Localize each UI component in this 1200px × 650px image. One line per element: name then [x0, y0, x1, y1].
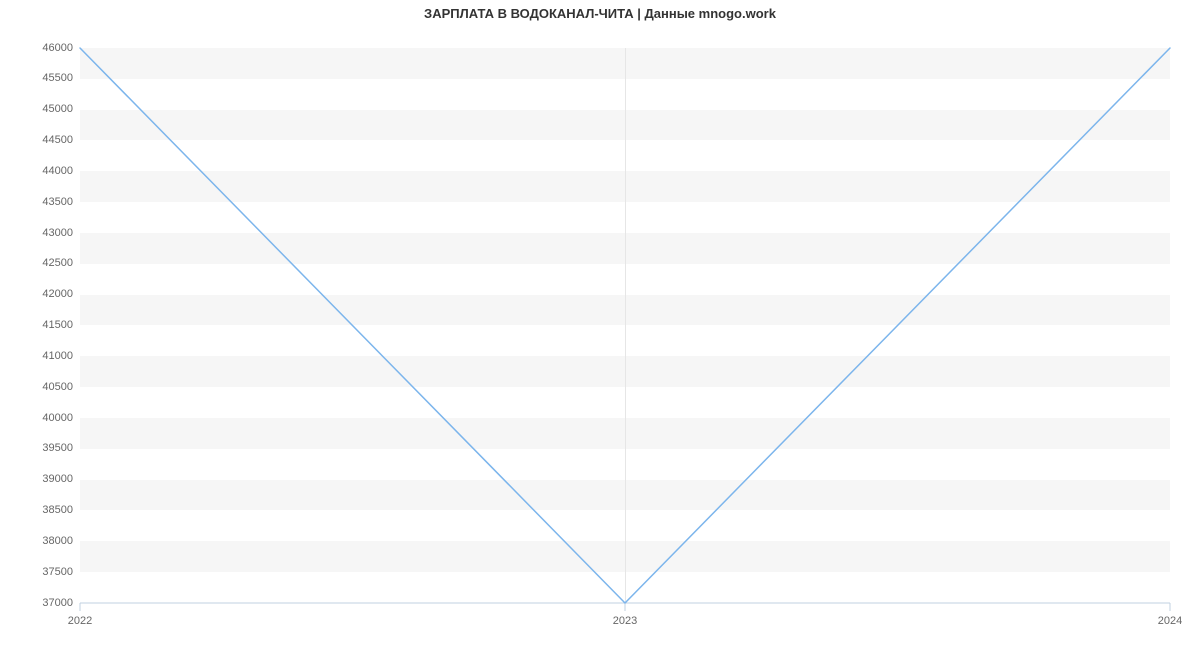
y-tick-label: 41500: [25, 319, 73, 331]
y-tick-label: 41000: [25, 350, 73, 362]
chart-container: ЗАРПЛАТА В ВОДОКАНАЛ-ЧИТА | Данные mnogo…: [0, 0, 1200, 650]
y-tick-label: 45000: [25, 103, 73, 115]
y-tick-label: 43500: [25, 196, 73, 208]
y-tick-label: 39500: [25, 442, 73, 454]
y-tick-label: 45500: [25, 72, 73, 84]
y-tick-label: 39000: [25, 473, 73, 485]
y-tick-label: 38500: [25, 504, 73, 516]
x-tick-label: 2023: [613, 615, 637, 627]
chart-title: ЗАРПЛАТА В ВОДОКАНАЛ-ЧИТА | Данные mnogo…: [0, 6, 1200, 21]
y-tick-label: 44500: [25, 134, 73, 146]
y-tick-label: 44000: [25, 165, 73, 177]
y-tick-label: 46000: [25, 42, 73, 54]
y-tick-label: 38000: [25, 535, 73, 547]
y-tick-label: 37500: [25, 566, 73, 578]
plot-area: 3700037500380003850039000395004000040500…: [80, 48, 1170, 603]
y-tick-label: 40000: [25, 412, 73, 424]
y-tick-label: 42500: [25, 257, 73, 269]
y-tick-label: 37000: [25, 597, 73, 609]
x-tick-label: 2022: [68, 615, 92, 627]
y-tick-label: 40500: [25, 381, 73, 393]
y-tick-label: 43000: [25, 227, 73, 239]
chart-svg: [80, 48, 1170, 603]
y-tick-label: 42000: [25, 288, 73, 300]
x-tick-label: 2024: [1158, 615, 1182, 627]
series-line: [80, 48, 1170, 603]
